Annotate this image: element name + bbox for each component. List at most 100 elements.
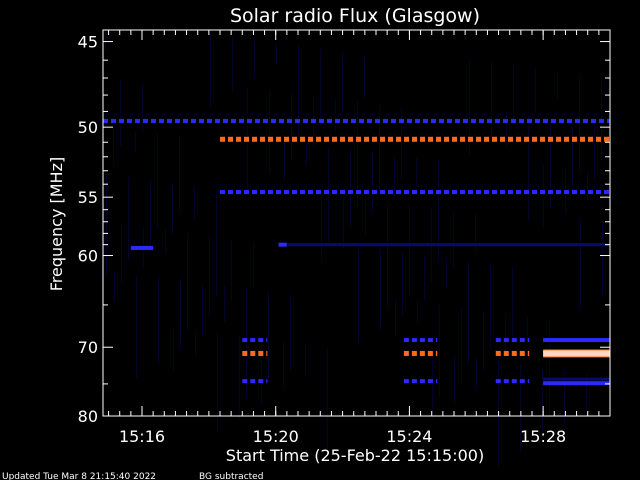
dash-segment — [503, 379, 509, 384]
dash-segment — [279, 118, 284, 123]
dash-segment — [399, 118, 404, 123]
dash-segment — [335, 118, 340, 123]
dash-segment — [427, 379, 433, 384]
dash-segment — [266, 338, 268, 343]
dash-segment — [340, 190, 345, 195]
band-segment — [543, 377, 610, 381]
dash-segment — [367, 118, 372, 123]
dash-segment — [268, 190, 273, 195]
dash-segment — [479, 118, 484, 123]
feature-side-band-11 — [242, 379, 268, 384]
dash-segment — [511, 338, 517, 343]
dash-segment — [411, 350, 417, 356]
dash-segment — [356, 190, 361, 195]
dash-segment — [420, 136, 425, 142]
dash-segment — [452, 136, 457, 142]
dash-segment — [223, 118, 228, 123]
dash-segment — [519, 118, 524, 123]
dash-segment — [403, 350, 409, 356]
dash-segment — [383, 118, 388, 123]
dash-segment — [468, 190, 473, 195]
dash-segment — [427, 338, 433, 343]
dash-segment — [276, 190, 281, 195]
dash-segment — [556, 190, 561, 195]
feature-band-4 — [278, 242, 287, 247]
feature-band-3 — [130, 245, 154, 250]
dash-segment — [348, 190, 353, 195]
feature-burst-6 — [242, 350, 268, 356]
dash-segment — [427, 350, 433, 356]
dash-segment — [463, 118, 468, 123]
dash-segment — [503, 118, 508, 123]
dash-segment — [103, 118, 108, 123]
dash-segment — [543, 118, 548, 123]
dash-segment — [435, 379, 438, 384]
dash-segment — [268, 136, 273, 142]
dash-segment — [411, 379, 417, 384]
dash-segment — [404, 190, 409, 195]
chart-title: Solar radio Flux (Glasgow) — [230, 5, 480, 27]
dash-segment — [540, 190, 545, 195]
dash-segment — [435, 338, 438, 343]
dash-segment — [492, 190, 497, 195]
dash-segment — [228, 190, 233, 195]
feature-side-band-16 — [543, 338, 610, 343]
dash-segment — [242, 338, 248, 343]
dash-segment — [548, 190, 553, 195]
dash-segment — [260, 190, 265, 195]
dash-segment — [244, 136, 249, 142]
dash-segment — [127, 118, 132, 123]
band-segment — [543, 350, 610, 357]
dash-segment — [471, 118, 476, 123]
dash-segment — [359, 118, 364, 123]
dash-segment — [436, 136, 441, 142]
dash-segment — [244, 190, 249, 195]
dash-segment — [236, 190, 241, 195]
dash-segment — [250, 338, 256, 343]
dash-segment — [207, 118, 212, 123]
dash-segment — [572, 190, 577, 195]
background-noise — [105, 30, 603, 466]
dash-segment — [556, 136, 561, 142]
dash-segment — [258, 350, 264, 356]
dash-segment — [476, 190, 481, 195]
spectrogram-plot — [103, 30, 610, 466]
x-tick-label: 15:24 — [386, 427, 432, 446]
dash-segment — [559, 118, 564, 123]
dash-segment — [252, 136, 257, 142]
dash-segment — [468, 136, 473, 142]
dash-segment — [607, 118, 610, 123]
feature-side-band-14 — [495, 338, 530, 343]
feature-band-5 — [286, 243, 610, 247]
dash-segment — [287, 118, 292, 123]
dash-segment — [236, 136, 241, 142]
x-tick-label: 15:20 — [253, 427, 299, 446]
dash-segment — [428, 190, 433, 195]
dash-segment — [428, 136, 433, 142]
feature-burst-8 — [495, 350, 530, 356]
dash-segment — [239, 118, 244, 123]
dash-segment — [303, 118, 308, 123]
dash-segment — [580, 190, 585, 195]
dash-segment — [327, 118, 332, 123]
dash-segment — [332, 190, 337, 195]
dash-segment — [511, 118, 516, 123]
dash-segment — [242, 379, 248, 384]
y-tick-label: 80 — [78, 407, 98, 426]
dash-segment — [258, 338, 264, 343]
band-segment — [543, 381, 610, 386]
y-tick-label: 70 — [78, 338, 98, 357]
dash-segment — [364, 190, 369, 195]
dash-segment — [431, 118, 436, 123]
dash-segment — [447, 118, 452, 123]
dash-segment — [316, 136, 321, 142]
dash-segment — [380, 190, 385, 195]
band-segment — [130, 245, 154, 250]
dash-segment — [548, 136, 553, 142]
dash-segment — [284, 136, 289, 142]
dash-segment — [519, 338, 525, 343]
dash-segment — [276, 136, 281, 142]
dash-segment — [495, 118, 500, 123]
dash-segment — [258, 379, 264, 384]
